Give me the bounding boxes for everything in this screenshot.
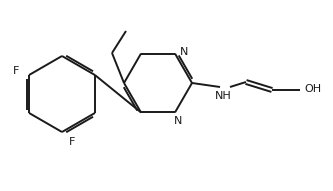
Text: F: F <box>69 137 75 147</box>
Text: N: N <box>180 47 188 57</box>
Text: N: N <box>174 117 182 126</box>
Text: F: F <box>13 66 19 76</box>
Text: OH: OH <box>304 84 322 94</box>
Text: NH: NH <box>215 91 231 101</box>
